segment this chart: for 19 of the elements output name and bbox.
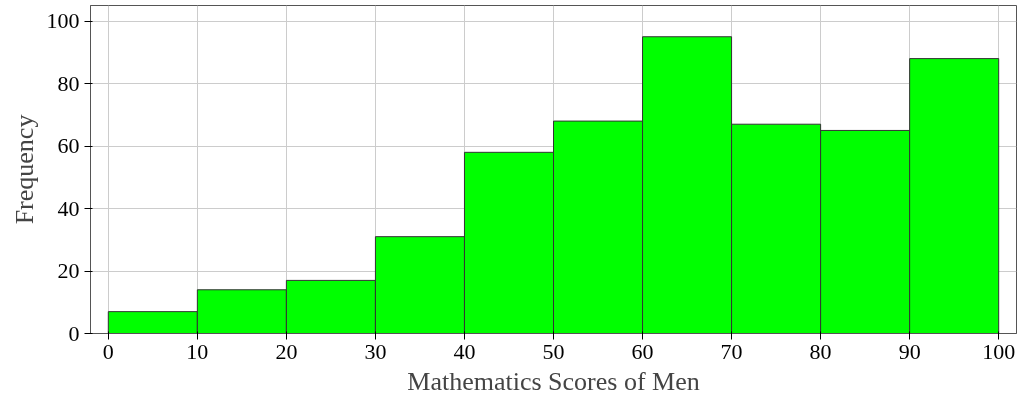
y-tick-label: 60 [57, 133, 80, 159]
x-tick-label: 60 [631, 338, 654, 364]
y-tick-label: 20 [57, 258, 80, 284]
x-tick-label: 10 [186, 338, 209, 364]
x-axis-title: Mathematics Scores of Men [407, 366, 700, 396]
x-tick-label: 100 [982, 338, 1016, 364]
x-tick-label: 40 [453, 338, 476, 364]
y-tick-label: 100 [46, 8, 80, 34]
y-tick-label: 80 [57, 70, 80, 96]
y-tick-label: 0 [68, 320, 80, 346]
x-tick-label: 50 [542, 338, 565, 364]
x-tick-label: 70 [720, 338, 743, 364]
x-tick-label: 30 [364, 338, 387, 364]
x-tick-label: 80 [809, 338, 832, 364]
y-tick-label: 40 [57, 195, 80, 221]
y-axis-title: Frequency [9, 114, 39, 225]
x-tick-label: 90 [898, 338, 921, 364]
x-tick-label: 0 [102, 338, 114, 364]
x-tick-label: 20 [275, 338, 298, 364]
